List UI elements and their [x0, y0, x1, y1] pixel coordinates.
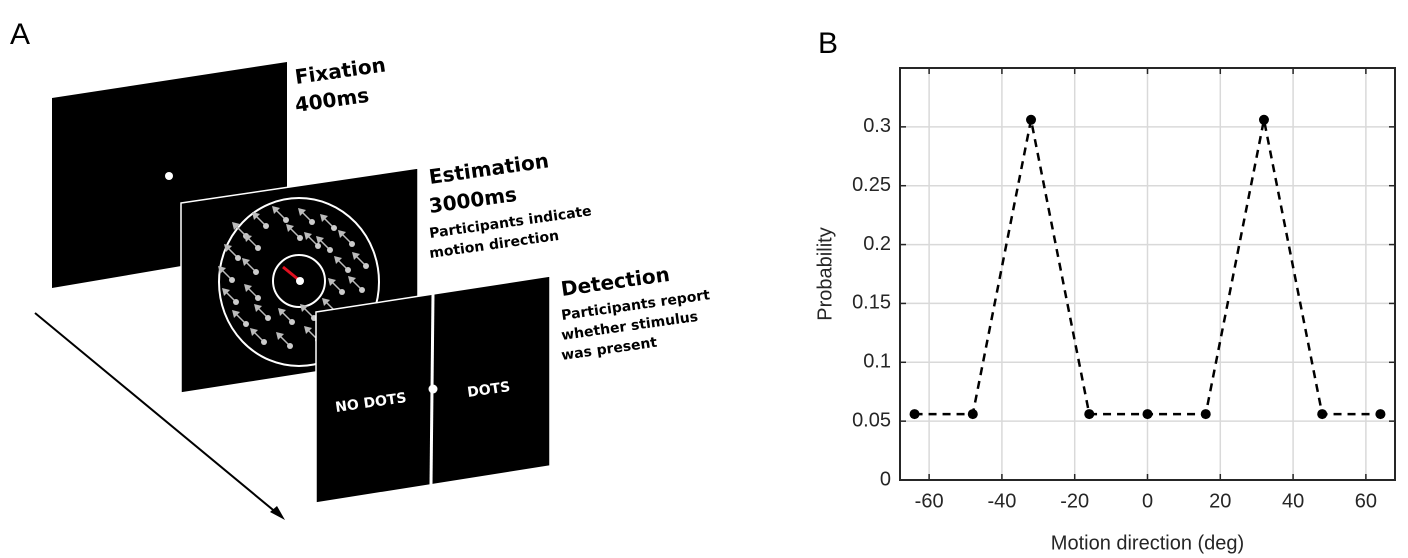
data-point [1142, 409, 1153, 420]
detection-dot [428, 384, 438, 394]
y-tick-label: 0.25 [852, 174, 891, 196]
arrow-tip [244, 284, 252, 292]
dot [359, 287, 365, 293]
arrow-tip [276, 332, 284, 340]
dot [235, 255, 241, 261]
arrow-tip [272, 206, 280, 214]
x-tick-label: 0 [1142, 490, 1153, 512]
data-point [909, 409, 920, 420]
arrow-head [270, 506, 285, 520]
arrow-tip [278, 308, 286, 316]
arrow-tip [316, 236, 324, 244]
data-point [1317, 409, 1328, 420]
arrow-tip [352, 252, 360, 260]
dot [265, 315, 271, 321]
aperture [218, 197, 380, 367]
y-tick-label: 0.3 [863, 115, 891, 137]
dot [327, 247, 333, 253]
x-tick-label: 20 [1209, 490, 1231, 512]
arrow-tip [298, 208, 306, 216]
dot [233, 299, 239, 305]
arrow-tip [224, 244, 232, 252]
x-axis-label: Motion direction (deg) [1051, 532, 1244, 554]
axes-box [899, 67, 1396, 481]
x-tick-label: -20 [1060, 490, 1089, 512]
dot [339, 289, 345, 295]
dot [255, 295, 261, 301]
data-point [1084, 409, 1095, 420]
data-point [1258, 114, 1269, 125]
arrow-tip [286, 224, 294, 232]
time-arrow [34, 312, 279, 515]
y-tick-label: 0 [880, 468, 891, 490]
data-point [1375, 409, 1386, 420]
step-title: Fixation [293, 52, 387, 88]
dot [287, 343, 293, 349]
arrow-tip [322, 298, 330, 306]
dot [229, 277, 235, 283]
arrow-tip [232, 222, 240, 230]
data-point [967, 409, 978, 420]
x-tick-label: -40 [987, 490, 1016, 512]
arrow-tip [250, 328, 258, 336]
center-dot [296, 277, 304, 285]
dot [349, 241, 355, 247]
y-tick-label: 0.05 [852, 409, 891, 431]
x-tick-label: -60 [915, 490, 944, 512]
y-tick-label: 0.1 [863, 351, 891, 373]
dot [283, 217, 289, 223]
dot [297, 235, 303, 241]
step-duration: 400ms [293, 83, 370, 117]
x-tick-label: 60 [1355, 490, 1377, 512]
arrow-tip [320, 214, 328, 222]
panel-label: B [818, 27, 838, 60]
dot [315, 243, 321, 249]
dot [243, 321, 249, 327]
x-tick-label: 40 [1282, 490, 1304, 512]
chart: 0 0.05 0.1 0.15 0.2 0.25 0.3 -60 -40 -20 0 20 40 60 Mo… [814, 67, 1396, 554]
y-tick-label: 0.15 [852, 292, 891, 314]
dots [218, 206, 369, 349]
arrow-tip [304, 232, 312, 240]
dot [253, 269, 259, 275]
dot [345, 267, 351, 273]
trial-diagram: NO DOTS DOTS Fixation 400ms Estimation 3… [34, 52, 711, 520]
dot [309, 219, 315, 225]
option-text: DOTS [466, 379, 511, 401]
arrow-tip [328, 278, 336, 286]
fixation-dot [165, 172, 173, 180]
arrow-tip [232, 310, 240, 318]
dot [261, 339, 267, 345]
dot [331, 225, 337, 231]
step-title: Estimation [427, 148, 550, 189]
arrow-tip [304, 326, 312, 334]
arrow-tip [218, 266, 226, 274]
arrow-tip [334, 256, 342, 264]
dot [289, 319, 295, 325]
y-axis-label: Probability [814, 227, 836, 320]
arrow-tip [300, 304, 308, 312]
data-point [1026, 114, 1037, 125]
arrow-tip [242, 258, 250, 266]
response-ring [272, 254, 326, 308]
arrow-tip [252, 212, 260, 220]
data-point [1200, 409, 1211, 420]
arrow-tip [254, 304, 262, 312]
dot [255, 245, 261, 251]
dot [363, 263, 369, 269]
arrow-tip [348, 276, 356, 284]
arrow-tip [244, 234, 252, 242]
response-needle [282, 265, 300, 282]
y-tick-label: 0.2 [863, 233, 891, 255]
arrow-tip [338, 230, 346, 238]
arrow-tip [222, 288, 230, 296]
dot [263, 223, 269, 229]
panel-label: A [10, 18, 30, 51]
